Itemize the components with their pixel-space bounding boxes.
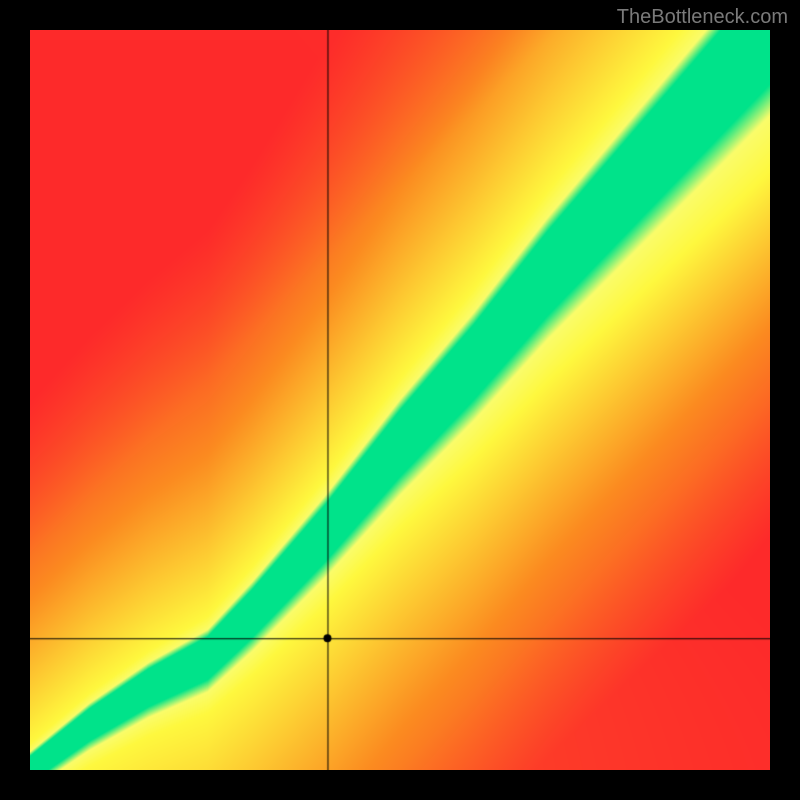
heatmap-canvas [30, 30, 770, 770]
watermark-text: TheBottleneck.com [617, 6, 788, 29]
bottleneck-heatmap [30, 30, 770, 770]
